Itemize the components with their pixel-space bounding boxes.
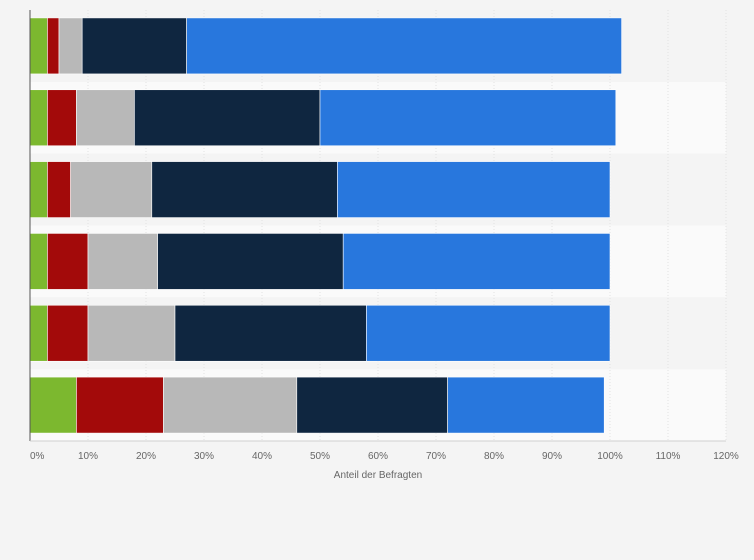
- x-tick-label: 100%: [597, 451, 623, 462]
- x-tick-labels: 0% 10% 20% 30% 40% 50% 60% 70% 80% 90% 100% 110% 120…: [30, 451, 739, 462]
- x-tick-label: 80%: [484, 451, 504, 462]
- bar-segment-row4-series5[interactable]: [342, 233, 611, 290]
- x-tick-label: 10%: [78, 451, 98, 462]
- bar-segment-row6-series2[interactable]: [76, 376, 164, 434]
- x-axis-title: Anteil der Befragten: [334, 470, 422, 481]
- x-tick-label: 0%: [30, 451, 45, 462]
- bar-segment-row2-series2[interactable]: [47, 89, 77, 147]
- bar-segment-row1-series2[interactable]: [47, 17, 60, 75]
- bar-segment-row3-series1[interactable]: [29, 161, 48, 218]
- bar-segment-row1-series3[interactable]: [58, 17, 83, 75]
- axis-lines: [29, 10, 726, 442]
- bar-segment-row3-series3[interactable]: [70, 161, 153, 218]
- bars: [29, 17, 622, 434]
- x-tick-label: 110%: [656, 451, 681, 462]
- bar-segment-row4-series4[interactable]: [157, 233, 344, 290]
- x-tick-label: 40%: [252, 451, 272, 462]
- bar-segment-row2-series3[interactable]: [76, 89, 135, 147]
- bar-segment-row4-series3[interactable]: [87, 233, 158, 290]
- bar-segment-row1-series4[interactable]: [81, 17, 187, 75]
- bar-segment-row6-series5[interactable]: [447, 376, 605, 434]
- bar-segment-row6-series4[interactable]: [296, 376, 448, 434]
- bar-segment-row5-series3[interactable]: [87, 304, 176, 362]
- bar-segment-row3-series4[interactable]: [151, 161, 338, 218]
- x-tick-label: 50%: [310, 451, 330, 462]
- bar-segment-row2-series4[interactable]: [134, 89, 321, 147]
- x-tick-label: 120%: [713, 451, 739, 462]
- bar-segment-row1-series5[interactable]: [186, 17, 622, 75]
- bar-segment-row6-series1[interactable]: [29, 376, 77, 434]
- x-tick-label: 20%: [136, 451, 156, 462]
- x-tick-label: 70%: [426, 451, 446, 462]
- bar-segment-row2-series1[interactable]: [29, 89, 48, 147]
- x-tick-label: 30%: [194, 451, 214, 462]
- bar-segment-row5-series2[interactable]: [47, 304, 89, 362]
- bar-segment-row3-series5[interactable]: [337, 161, 611, 218]
- bar-segment-row5-series1[interactable]: [29, 304, 48, 362]
- bar-segment-row1-series1[interactable]: [29, 17, 48, 75]
- bar-segment-row2-series5[interactable]: [319, 89, 617, 147]
- bar-segment-row3-series2[interactable]: [47, 161, 71, 218]
- x-tick-label: 90%: [542, 451, 562, 462]
- bar-segment-row6-series3[interactable]: [163, 376, 298, 434]
- bar-segment-row4-series1[interactable]: [29, 233, 48, 290]
- x-tick-label: 60%: [368, 451, 388, 462]
- bar-segment-row4-series2[interactable]: [47, 233, 89, 290]
- bar-segment-row5-series5[interactable]: [366, 304, 611, 362]
- bar-segment-row5-series4[interactable]: [174, 304, 367, 362]
